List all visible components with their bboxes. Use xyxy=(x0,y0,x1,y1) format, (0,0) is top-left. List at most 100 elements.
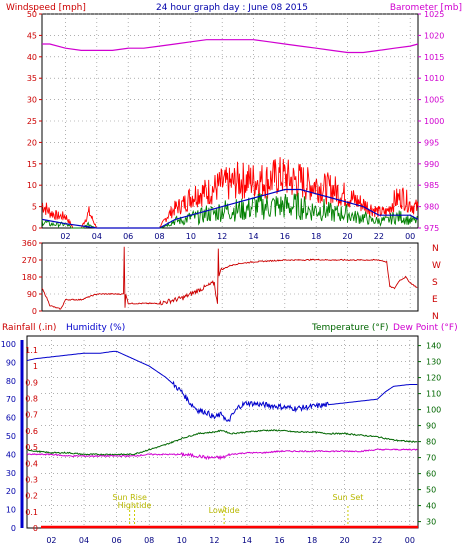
temp-y-tick-label: 120 xyxy=(426,374,441,383)
rainfall-y-tick-label: 0.3 xyxy=(25,475,38,484)
rainfall-y-tick-label: 0.9 xyxy=(25,378,38,387)
humidity-y-tick-label: 90 xyxy=(6,358,16,367)
barometer-line xyxy=(42,39,419,54)
compass-label: E xyxy=(432,295,438,305)
temp-y-tick-label: 60 xyxy=(426,470,436,479)
humidity-y-tick-label: 80 xyxy=(6,377,16,386)
wind-y-tick-label: 20 xyxy=(27,138,37,147)
wind-y-tick-label: 15 xyxy=(27,160,37,169)
wind-y-tick-label: 30 xyxy=(27,96,37,105)
rainfall-label: Rainfall (.in) xyxy=(2,323,56,333)
compass-label: N xyxy=(432,312,439,322)
rainfall-y-tick-label: 0.1 xyxy=(25,508,38,517)
wind-y-tick-label: 25 xyxy=(27,117,37,126)
temp-y-tick-label: 140 xyxy=(426,342,441,351)
bottom-x-tick-label: 08 xyxy=(144,536,154,545)
wind-direction-trace xyxy=(41,246,418,310)
chart-title: 24 hour graph day : June 08 2015 xyxy=(156,3,308,13)
bottom-x-tick-label: 00 xyxy=(405,536,415,545)
windspeed-label: Windspeed [mph] xyxy=(6,3,86,13)
wind-x-tick-label: 18 xyxy=(311,232,321,241)
wind-x-tick-label: 00 xyxy=(405,232,415,241)
event-label: Lowtide xyxy=(209,506,240,515)
temperature-line xyxy=(26,429,418,456)
direction-y-tick-label: 270 xyxy=(22,256,37,265)
bottom-x-tick-label: 16 xyxy=(274,536,284,545)
bottom-x-tick-label: 22 xyxy=(372,536,382,545)
temp-y-tick-label: 90 xyxy=(426,422,436,431)
temp-y-tick-label: 50 xyxy=(426,486,436,495)
rainfall-y-tick-label: 0.6 xyxy=(25,427,38,436)
bottom-x-tick-label: 10 xyxy=(177,536,187,545)
rainfall-y-tick-label: 1.1 xyxy=(25,346,38,355)
humidity-y-tick-label: 40 xyxy=(6,450,16,459)
baro-y-tick-label: 995 xyxy=(424,138,439,147)
wind-x-tick-label: 22 xyxy=(374,232,384,241)
bottom-x-tick-label: 12 xyxy=(209,536,219,545)
rainfall-y-tick-label: 0.2 xyxy=(25,492,38,501)
wind-x-tick-label: 08 xyxy=(154,232,164,241)
wind-x-tick-label: 14 xyxy=(248,232,258,241)
temp-y-tick-label: 130 xyxy=(426,358,441,367)
wind-x-tick-label: 04 xyxy=(92,232,102,241)
wind-y-tick-label: 45 xyxy=(27,31,37,40)
wind-x-tick-label: 20 xyxy=(342,232,352,241)
barometer-label: Barometer [mb] xyxy=(390,3,462,13)
compass-label: S xyxy=(432,278,438,288)
windspeed-smoothed-line xyxy=(41,188,419,229)
baro-y-tick-label: 985 xyxy=(424,181,439,190)
temp-y-tick-label: 100 xyxy=(426,406,441,415)
bottom-x-tick-label: 14 xyxy=(242,536,252,545)
compass-label: N xyxy=(432,244,439,254)
humidity-label: Humidity (%) xyxy=(66,323,125,333)
wind-x-tick-label: 12 xyxy=(217,232,227,241)
rainfall-y-tick-label: 0.5 xyxy=(25,443,38,452)
wind-y-tick-label: 50 xyxy=(27,10,37,19)
event-label: Sun Set xyxy=(332,493,363,502)
compass-label: W xyxy=(432,261,441,271)
direction-y-tick-label: 360 xyxy=(22,239,37,248)
dewpoint-line xyxy=(26,448,418,461)
baro-y-tick-label: 990 xyxy=(424,160,439,169)
humidity-y-tick-label: 60 xyxy=(6,414,16,423)
temp-y-tick-label: 110 xyxy=(426,390,441,399)
direction-y-tick-label: 180 xyxy=(22,273,37,282)
temp-y-tick-label: 80 xyxy=(426,438,436,447)
wind-panel: 0510152025303540455097598098599099510001… xyxy=(27,10,445,241)
bottom-x-tick-label: 18 xyxy=(307,536,317,545)
baro-y-tick-label: 1000 xyxy=(424,117,444,126)
rainfall-y-tick-label: 1 xyxy=(33,362,38,371)
humidity-y-tick-label: 20 xyxy=(6,487,16,496)
humidity-line xyxy=(26,350,418,422)
bottom-x-tick-label: 06 xyxy=(112,536,122,545)
humidity-y-tick-label: 70 xyxy=(6,395,16,404)
wind-y-tick-label: 5 xyxy=(32,203,37,212)
wind-y-tick-label: 35 xyxy=(27,74,37,83)
baro-y-tick-label: 1010 xyxy=(424,74,444,83)
humidity-y-tick-label: 50 xyxy=(6,432,16,441)
humidity-y-tick-label: 0 xyxy=(11,524,16,533)
wind-x-tick-label: 10 xyxy=(186,232,196,241)
temp-y-tick-label: 30 xyxy=(426,518,436,527)
dewpoint-label: Dew Point (°F) xyxy=(393,323,458,333)
event-label: Hightide xyxy=(118,501,152,510)
bottom-x-tick-label: 20 xyxy=(340,536,350,545)
temp-y-tick-label: 70 xyxy=(426,454,436,463)
rainfall-y-tick-label: 0.8 xyxy=(25,395,38,404)
baro-y-tick-label: 1015 xyxy=(424,53,444,62)
rainfall-y-tick-label: 0.4 xyxy=(25,459,38,468)
wind-x-tick-label: 06 xyxy=(123,232,133,241)
direction-y-tick-label: 90 xyxy=(27,290,37,299)
wind-x-tick-label: 02 xyxy=(60,232,70,241)
bottom-x-tick-label: 04 xyxy=(79,536,89,545)
hum-temp-panel: 010203040506070809010000.10.20.30.40.50.… xyxy=(1,336,441,545)
humidity-y-tick-label: 30 xyxy=(6,469,16,478)
humidity-y-tick-label: 100 xyxy=(1,340,16,349)
bottom-x-tick-label: 02 xyxy=(46,536,56,545)
event-label: Sun Rise xyxy=(112,493,147,502)
baro-y-tick-label: 1025 xyxy=(424,10,444,19)
baro-y-tick-label: 1005 xyxy=(424,96,444,105)
direction-y-tick-label: 0 xyxy=(32,307,37,316)
